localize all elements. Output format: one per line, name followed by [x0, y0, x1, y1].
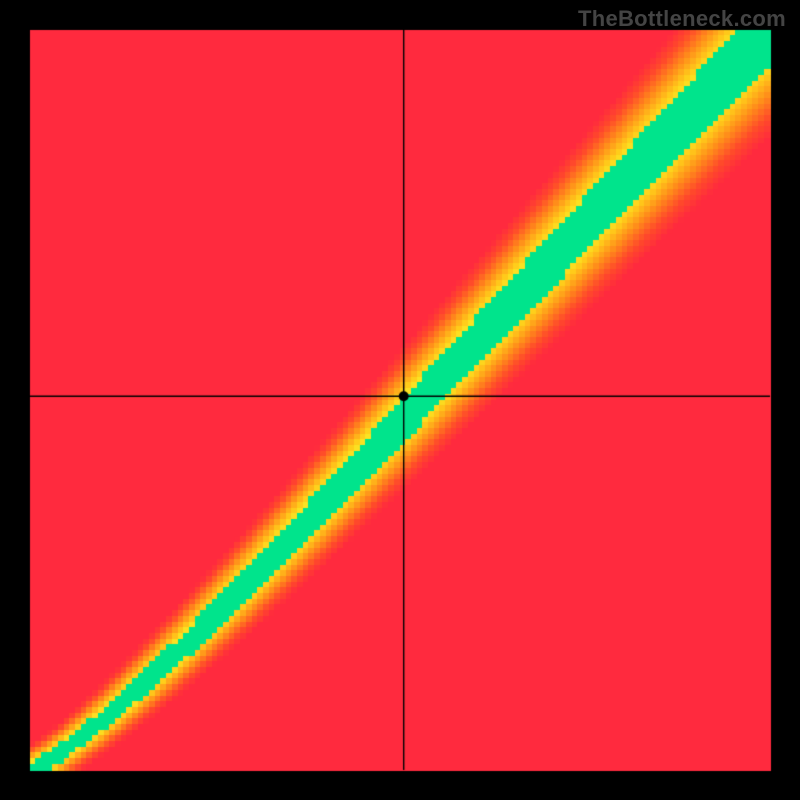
chart-container: TheBottleneck.com: [0, 0, 800, 800]
watermark-text: TheBottleneck.com: [578, 6, 786, 32]
bottleneck-heatmap: [0, 0, 800, 800]
